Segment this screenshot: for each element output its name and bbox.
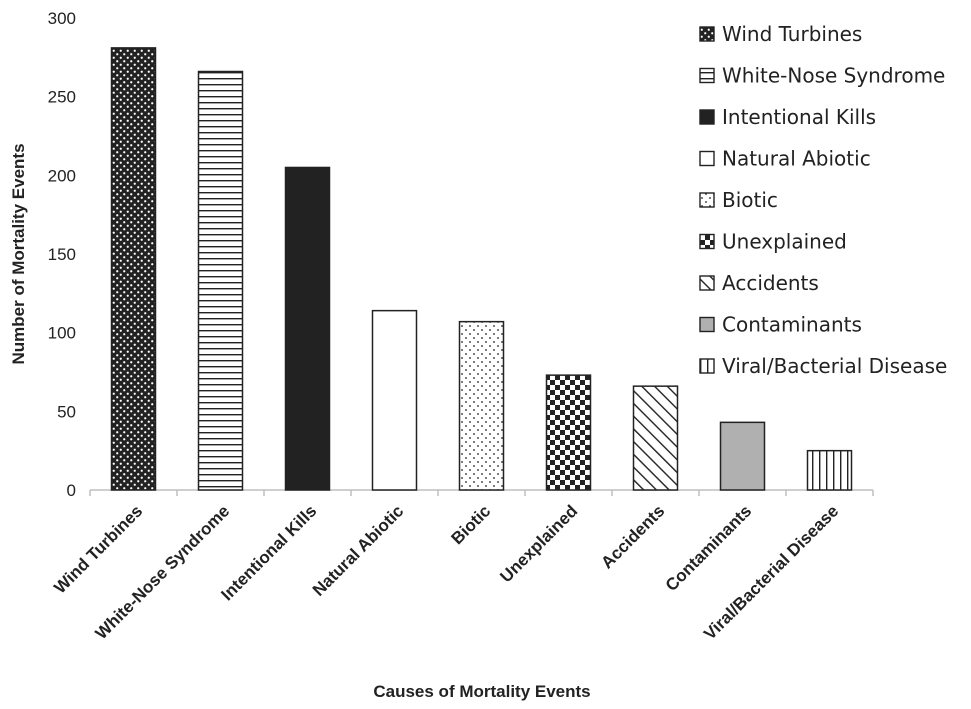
legend-swatch — [699, 67, 715, 84]
bar — [371, 309, 418, 491]
x-tick-label: Biotic — [447, 501, 494, 548]
legend-label: Viral/Bacterial Disease — [722, 354, 947, 378]
legend-swatch — [699, 358, 715, 374]
y-tick-label: 250 — [48, 88, 76, 107]
legend-swatch — [699, 192, 715, 208]
bar — [719, 421, 766, 491]
bar — [458, 320, 505, 491]
bar — [284, 166, 331, 491]
x-tick-label: Contaminants — [662, 501, 756, 595]
y-axis: 0 50 100 150 200 250 300 — [48, 9, 76, 500]
bar — [197, 70, 244, 491]
legend-label: Intentional Kills — [722, 105, 876, 129]
legend-label: Natural Abiotic — [722, 147, 871, 171]
x-tick-label: Unexplained — [496, 501, 581, 586]
legend-swatch — [699, 150, 715, 167]
x-axis — [89, 489, 874, 496]
bar — [806, 449, 853, 491]
x-tick-label: Natural Abiotic — [309, 501, 407, 599]
legend-label: Unexplained — [722, 230, 847, 254]
x-tick-label: Wind Turbines — [50, 501, 146, 597]
x-tick-label: Accidents — [597, 501, 668, 572]
y-tick-label: 200 — [48, 166, 76, 185]
y-tick-label: 150 — [48, 245, 76, 264]
legend-swatch — [699, 316, 715, 333]
y-tick-label: 50 — [57, 402, 76, 421]
y-tick-label: 100 — [48, 324, 76, 343]
bars — [110, 47, 853, 491]
legend-swatch — [699, 275, 715, 291]
legend-label: White-Nose Syndrome — [722, 64, 945, 88]
legend-label: Wind Turbines — [722, 22, 862, 46]
bar — [545, 374, 592, 491]
legend: Wind Turbines White-Nose Syndrome Intentio… — [699, 22, 947, 378]
x-tick-label: Intentional Kills — [217, 501, 320, 604]
legend-label: Biotic — [722, 188, 778, 212]
bar — [110, 47, 157, 491]
y-axis-title: Number of Mortality Events — [9, 143, 28, 364]
legend-swatch — [699, 26, 715, 42]
y-tick-label: 300 — [48, 9, 76, 28]
legend-swatch — [699, 109, 715, 125]
y-tick-label: 0 — [67, 481, 76, 500]
bar — [632, 385, 679, 491]
legend-label: Accidents — [722, 271, 819, 295]
legend-label: Contaminants — [722, 313, 862, 337]
legend-swatch — [699, 233, 715, 250]
x-axis-title: Causes of Mortality Events — [373, 682, 590, 701]
